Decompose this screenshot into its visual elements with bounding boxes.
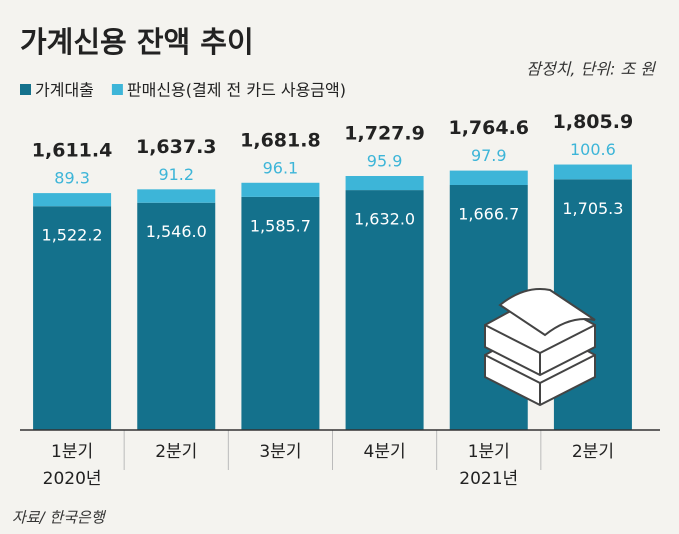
value-label: 100.6 [570,140,616,159]
bar-segment [345,190,424,430]
source: 자료/ 한국은행 [12,509,107,527]
legend-swatch [20,84,31,95]
legend-label: 가계대출 [35,81,94,100]
value-label: 1,666.7 [458,204,519,223]
x-tick-label: 2분기 [572,442,614,462]
bar-segment [553,164,632,180]
x-tick-label: 4분기 [364,442,406,462]
bar-segment [137,189,216,203]
x-tick-label: 1분기 [468,442,510,462]
bar-segment [241,182,320,197]
year-label: 2021년 [459,469,518,489]
total-label: 1,727.9 [344,122,425,144]
value-label: 89.3 [54,169,90,188]
value-label: 96.1 [263,158,299,177]
total-label: 1,637.3 [136,136,217,158]
total-label: 1,681.8 [240,129,321,151]
legend: 가계대출 판매신용(결제 전 카드 사용금액) [20,81,346,100]
bar-segment [33,206,112,430]
money-icon [484,288,596,407]
bar-segment [345,175,424,191]
total-label: 1,611.4 [32,140,113,162]
value-label: 1,522.2 [42,226,103,245]
x-tick-label: 3분기 [259,442,301,462]
value-label: 95.9 [367,151,403,170]
value-label: 1,585.7 [250,216,311,235]
bar-segment [241,196,320,430]
value-label: 1,546.0 [146,222,207,241]
year-label: 2020년 [43,469,102,489]
value-label: 97.9 [471,146,507,165]
value-label: 1,705.3 [562,199,623,218]
plot: 1,522.2 89.3 1,611.4 1분기 2020년 1,546.0 91.2 1,6… [20,111,660,489]
total-label: 1,805.9 [553,111,634,133]
bar-segment [33,193,112,207]
x-tick-label: 2분기 [155,442,197,462]
x-tick-label: 1분기 [51,442,93,462]
chart-title: 가계신용 잔액 추이 [20,25,254,59]
value-label: 1,632.0 [354,210,415,229]
bar-segment [449,170,528,185]
legend-swatch [111,84,123,95]
legend-label: 판매신용(결제 전 카드 사용금액) [127,81,346,100]
subtitle: 잠정치, 단위: 조 원 [526,60,656,79]
value-label: 91.2 [158,165,194,184]
bar-segment [137,202,216,430]
total-label: 1,764.6 [448,117,529,139]
